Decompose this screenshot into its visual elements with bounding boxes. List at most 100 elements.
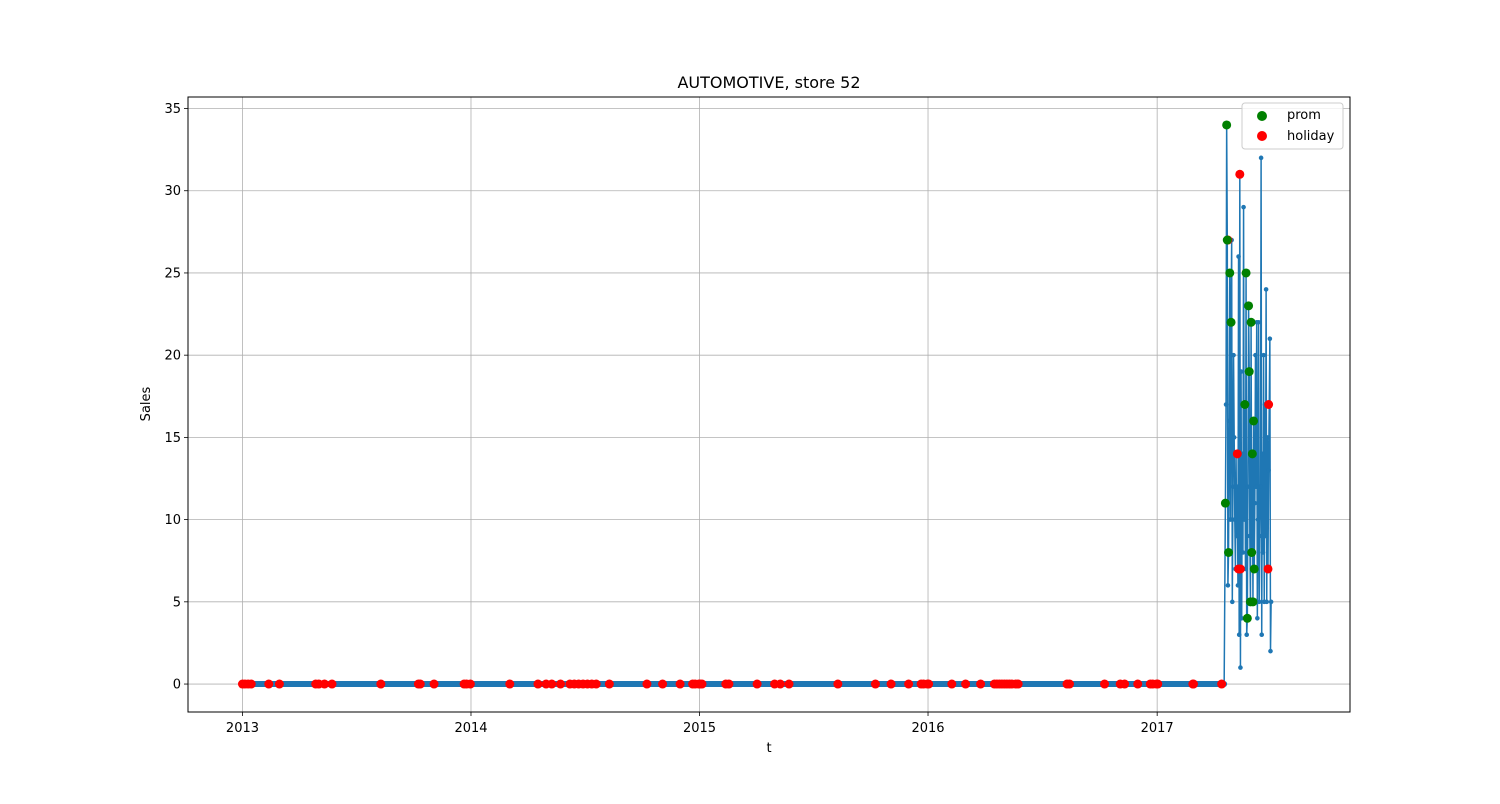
sales-point [1260, 550, 1266, 555]
sales-point [1228, 517, 1233, 522]
holiday-marker [1153, 679, 1163, 689]
prom-marker [1226, 317, 1236, 327]
holiday-marker [658, 679, 668, 689]
holiday-marker [976, 679, 986, 689]
holiday-marker [724, 679, 734, 689]
holiday-marker [675, 679, 685, 689]
sales-point [1241, 517, 1247, 522]
holiday-marker [429, 679, 439, 689]
holiday-marker [1235, 169, 1245, 179]
holiday-marker [604, 679, 614, 689]
holiday-marker [505, 679, 515, 689]
sales-point [1247, 533, 1253, 539]
holiday-marker [752, 679, 762, 689]
sales-point [1259, 632, 1265, 638]
holiday-marker [961, 679, 971, 689]
plot-frame [187, 96, 1351, 713]
holiday-marker [1065, 679, 1075, 689]
sales-point [1223, 402, 1229, 407]
sales-point [1258, 484, 1263, 490]
prom-marker [1244, 301, 1254, 311]
holiday-marker [376, 679, 386, 689]
y-tick-label: 25 [164, 266, 181, 281]
holiday-marker [274, 679, 284, 689]
x-tick-label: 2015 [683, 721, 716, 736]
sales-point [1258, 155, 1264, 161]
sales-point [1231, 352, 1236, 358]
sales-point [1263, 533, 1268, 539]
sales-point [1234, 533, 1239, 539]
sales-point [1236, 254, 1241, 259]
holiday-marker [533, 679, 543, 689]
sales-point [1253, 352, 1258, 358]
sales-point [1238, 369, 1244, 374]
prom-marker [1222, 120, 1232, 130]
prom-marker [1225, 268, 1235, 278]
sales-point [1255, 615, 1260, 621]
holiday-marker [415, 679, 425, 689]
x-tick-label: 2014 [454, 721, 487, 736]
holiday-marker [1188, 679, 1198, 689]
legend: prom holiday [1241, 102, 1344, 150]
y-tick-label: 0 [173, 678, 181, 693]
x-axis: 2013 2014 2015 2016 2017 [226, 712, 1174, 736]
sales-point [1256, 319, 1261, 325]
prom-marker [1249, 564, 1259, 574]
holiday-marker [1120, 679, 1130, 689]
sales-point [1268, 648, 1273, 654]
prom-marker [1242, 613, 1252, 623]
sales-point [1241, 204, 1246, 210]
sales-point [1268, 599, 1274, 605]
holiday-marker [246, 679, 256, 689]
prom-marker [1244, 367, 1254, 377]
y-tick-label: 30 [164, 184, 181, 199]
sales-point [1253, 484, 1259, 490]
y-tick-label: 20 [164, 349, 181, 364]
prom-marker [1241, 268, 1251, 278]
prom-marker [1224, 547, 1234, 557]
holiday-marker [870, 679, 880, 689]
sales-point [1236, 632, 1242, 638]
y-axis-label: Sales [139, 386, 154, 421]
prom-marker [1246, 317, 1256, 327]
holiday-marker [924, 679, 934, 689]
x-tick-label: 2017 [1141, 721, 1174, 736]
holiday-marker [784, 679, 794, 689]
holiday-marker [556, 679, 566, 689]
sales-point [1232, 517, 1238, 522]
grid-lines [188, 97, 1350, 712]
sales-point [1261, 352, 1266, 358]
y-tick-label: 10 [164, 513, 181, 528]
legend-holiday-marker [1257, 131, 1267, 141]
sales-point [1255, 517, 1261, 522]
sales-point [1260, 451, 1265, 457]
y-axis: 0 5 10 15 20 25 30 35 [164, 102, 188, 693]
holiday-marker [1100, 679, 1110, 689]
prom-marker [1222, 235, 1232, 245]
markers-layer [237, 120, 1274, 689]
sales-point [1252, 500, 1258, 506]
x-tick-label: 2016 [911, 721, 944, 736]
sales-point [1230, 484, 1236, 490]
sales-point [1226, 418, 1232, 424]
x-tick-label: 2013 [226, 721, 259, 736]
sales-point [1238, 665, 1243, 670]
sales-point [1257, 533, 1263, 539]
holiday-marker [775, 679, 785, 689]
prom-marker [1248, 597, 1258, 607]
sales-point [1256, 599, 1262, 605]
legend-prom-label: prom [1287, 108, 1321, 123]
sales-point [1263, 287, 1269, 292]
legend-prom-marker [1257, 111, 1267, 121]
y-tick-label: 35 [164, 102, 181, 117]
holiday-marker [1264, 400, 1274, 409]
sales-point [1267, 336, 1273, 342]
holiday-marker [1263, 564, 1273, 574]
sales-point [1245, 484, 1251, 490]
holiday-marker [1133, 679, 1143, 689]
holiday-marker [319, 679, 329, 689]
sales-point [1235, 484, 1240, 490]
prom-marker [1220, 498, 1230, 508]
